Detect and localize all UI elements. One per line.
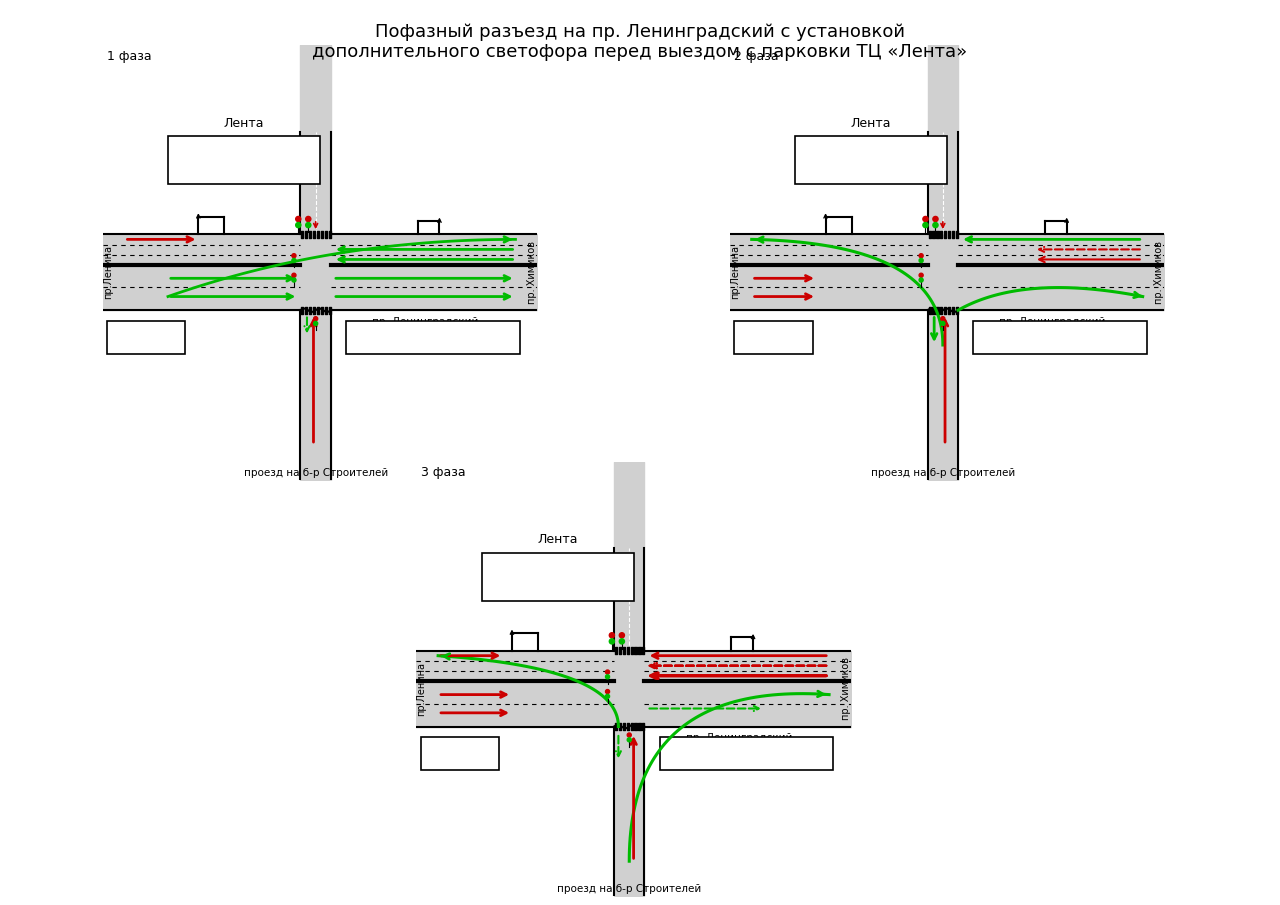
Text: Лента: Лента (851, 117, 891, 130)
Circle shape (627, 733, 631, 737)
Circle shape (314, 321, 317, 326)
Circle shape (609, 639, 614, 644)
Circle shape (306, 223, 311, 228)
Circle shape (314, 317, 317, 320)
Circle shape (919, 253, 923, 258)
Circle shape (923, 216, 928, 222)
Text: пр. Химиков: пр. Химиков (841, 657, 851, 720)
Text: пр.Ленина: пр.Ленина (416, 662, 426, 716)
Circle shape (620, 639, 625, 644)
Circle shape (941, 317, 945, 320)
Circle shape (605, 694, 609, 699)
Text: 25: 25 (425, 331, 440, 344)
Circle shape (306, 216, 311, 222)
Text: Пофазный разъезд на пр. Ленинградский с установкой
дополнительного светофора пер: Пофазный разъезд на пр. Ленинградский с … (312, 23, 968, 62)
Text: 28 В: 28 В (851, 151, 892, 169)
Text: 2 фаза: 2 фаза (735, 50, 780, 62)
Circle shape (292, 253, 296, 258)
Text: 28 В: 28 В (538, 567, 579, 586)
Text: 25: 25 (1052, 331, 1068, 344)
Circle shape (605, 690, 609, 693)
Bar (659, 738, 833, 770)
Text: пр. Химиков: пр. Химиков (1155, 241, 1165, 304)
Circle shape (923, 223, 928, 228)
Circle shape (941, 321, 945, 326)
Circle shape (919, 259, 923, 262)
Circle shape (605, 670, 609, 674)
Circle shape (605, 675, 609, 679)
Text: проезд на б-р Строителей: проезд на б-р Строителей (557, 884, 701, 894)
Circle shape (609, 633, 614, 638)
Text: 28 В: 28 В (224, 151, 265, 169)
Bar (481, 553, 634, 601)
Text: 3 фаза: 3 фаза (421, 466, 466, 479)
Circle shape (296, 223, 301, 228)
Circle shape (620, 633, 625, 638)
Text: 23: 23 (452, 748, 467, 760)
Bar (346, 321, 520, 354)
Text: 1 фаза: 1 фаза (108, 50, 152, 62)
Text: пр.Ленина: пр.Ленина (102, 245, 113, 300)
Bar (108, 321, 186, 354)
Circle shape (292, 273, 296, 277)
Text: пр. Ленинградский: пр. Ленинградский (1000, 317, 1106, 327)
Text: 25: 25 (739, 748, 754, 760)
Bar (735, 321, 813, 354)
Text: 23: 23 (765, 331, 781, 344)
Circle shape (296, 216, 301, 222)
Text: пр. Химиков: пр. Химиков (527, 241, 538, 304)
Circle shape (292, 259, 296, 262)
Text: проезд на б-р Строителей: проезд на б-р Строителей (870, 468, 1015, 478)
Text: Лента: Лента (224, 117, 264, 130)
Circle shape (292, 278, 296, 282)
Circle shape (933, 223, 938, 228)
Circle shape (919, 273, 923, 277)
Bar (973, 321, 1147, 354)
Circle shape (919, 278, 923, 282)
Text: пр.Ленина: пр.Ленина (730, 245, 740, 300)
Text: Лента: Лента (538, 533, 577, 547)
Text: проезд на б-р Строителей: проезд на б-р Строителей (243, 468, 388, 478)
Bar (795, 137, 947, 185)
Text: пр. Ленинградский: пр. Ленинградский (372, 317, 479, 327)
Circle shape (933, 216, 938, 222)
Circle shape (627, 738, 631, 742)
Bar (421, 738, 499, 770)
Text: пр. Ленинградский: пр. Ленинградский (686, 733, 792, 743)
Text: 23: 23 (138, 331, 154, 344)
Bar (168, 137, 320, 185)
